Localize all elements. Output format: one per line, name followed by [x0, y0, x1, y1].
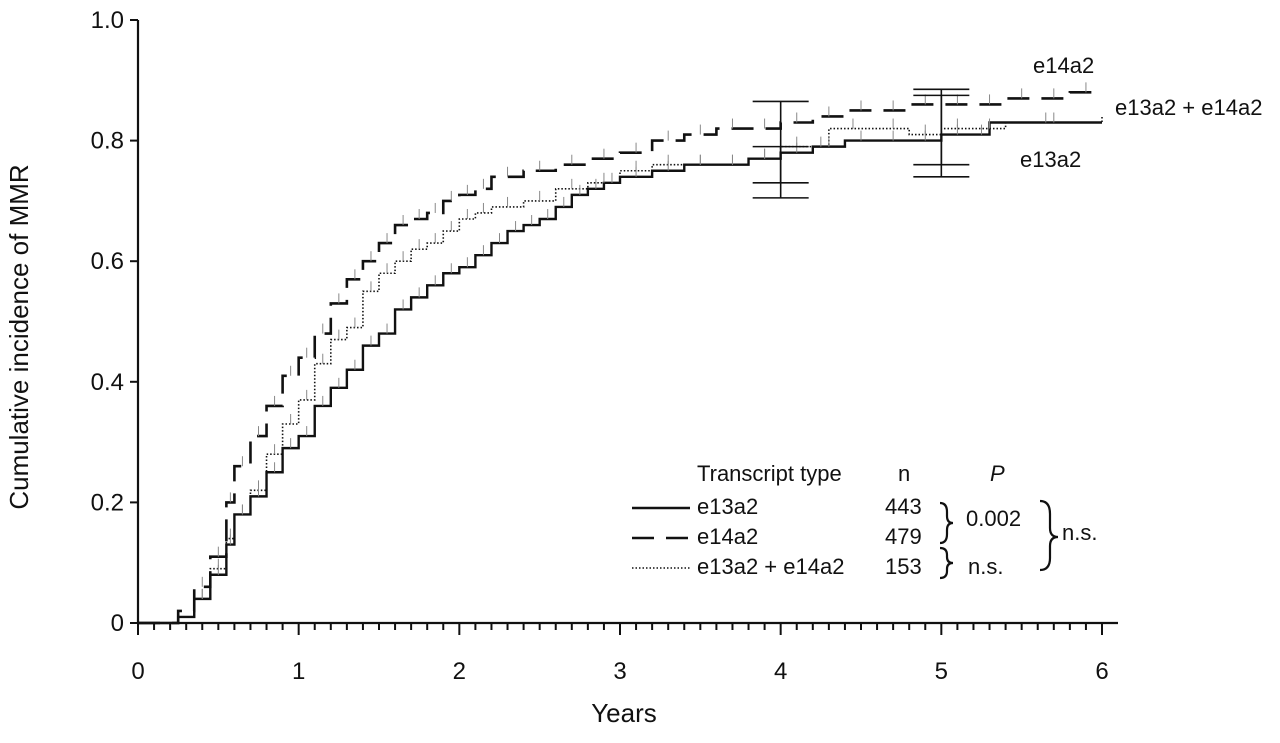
series-e14a2-line — [138, 91, 1102, 625]
y-tick-label: 0.4 — [91, 369, 124, 396]
x-tick-label: 5 — [935, 658, 948, 685]
legend-p-overall: n.s. — [1062, 520, 1097, 545]
x-tick-label: 4 — [774, 658, 787, 685]
brace-pair-2 — [939, 546, 954, 580]
legend-header-p: P — [990, 461, 1005, 486]
curve-label-e13a2-e14a2: e13a2 + e14a2 — [1115, 95, 1262, 120]
legend-label-e14a2: e14a2 — [697, 524, 758, 549]
x-tick-label: 6 — [1095, 658, 1108, 685]
legend-header-n: n — [898, 461, 910, 486]
x-axis-title: Years — [591, 698, 657, 728]
y-ticks: 0 0.2 0.4 0.6 0.8 1.0 — [91, 7, 138, 637]
brace-overall — [1039, 499, 1059, 572]
series-e13a2-line — [138, 121, 1102, 625]
y-tick-label: 0.8 — [91, 128, 124, 155]
legend-n-e13a2: 443 — [885, 494, 922, 519]
legend: Transcript type n P e13a2 443 e14a2 479 … — [632, 461, 1097, 580]
y-tick-label: 0.2 — [91, 489, 124, 516]
legend-p-pair-1: 0.002 — [966, 506, 1021, 531]
confidence-intervals — [752, 88, 970, 199]
censor-marks — [201, 82, 1087, 599]
x-tick-label: 2 — [453, 658, 466, 685]
legend-label-e13a2-e14a2: e13a2 + e14a2 — [697, 554, 844, 579]
brace-pair-1 — [939, 501, 954, 545]
legend-n-e14a2: 479 — [885, 524, 922, 549]
x-tick-label: 0 — [131, 658, 144, 685]
y-tick-label: 0 — [111, 610, 124, 637]
legend-label-e13a2: e13a2 — [697, 494, 758, 519]
curve-label-e14a2: e14a2 — [1033, 53, 1094, 78]
curve-label-e13a2: e13a2 — [1020, 147, 1081, 172]
legend-n-e13a2-e14a2: 153 — [885, 554, 922, 579]
x-tick-label: 3 — [613, 658, 626, 685]
y-axis-title: Cumulative incidence of MMR — [4, 164, 34, 509]
x-tick-label: 1 — [292, 658, 305, 685]
series-layer — [138, 91, 1103, 625]
y-tick-label: 1.0 — [91, 7, 124, 34]
legend-p-pair-2: n.s. — [968, 554, 1003, 579]
legend-header-type: Transcript type — [697, 461, 842, 486]
y-tick-label: 0.6 — [91, 248, 124, 275]
series-e13a2-e14a2-line — [138, 116, 1103, 624]
x-ticks: 0 1 2 3 4 5 6 — [131, 623, 1109, 685]
